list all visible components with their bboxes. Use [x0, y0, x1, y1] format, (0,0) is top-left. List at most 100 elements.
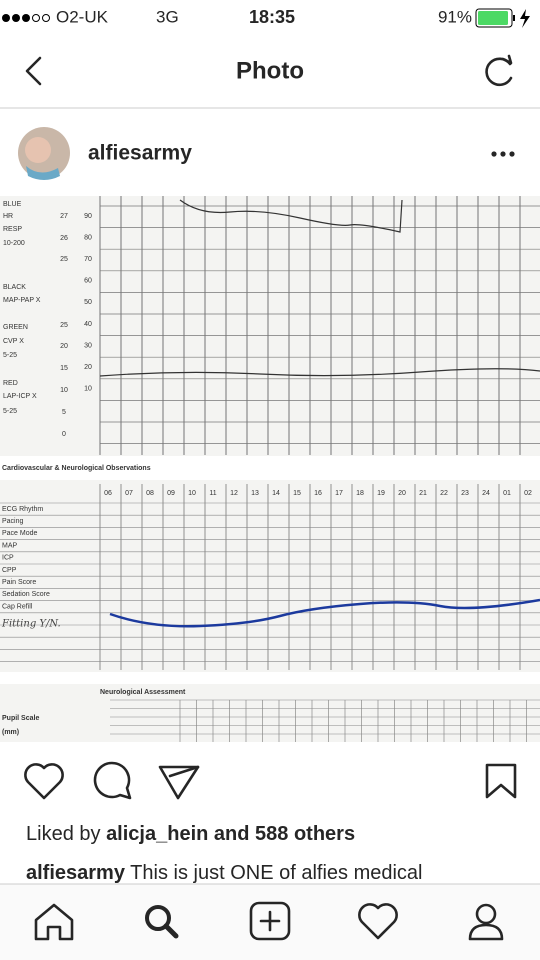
likes-prefix: Liked by — [26, 823, 101, 845]
username[interactable]: alfiesarmy — [88, 142, 192, 165]
refresh-button[interactable] — [485, 54, 513, 87]
hour-label: 15 — [293, 490, 301, 497]
scale-label: 40 — [84, 321, 92, 328]
back-button[interactable] — [25, 56, 42, 86]
chart-label: BLUE — [3, 201, 22, 208]
row-label: Pain Score — [2, 579, 36, 586]
scale-label: 5 — [62, 409, 66, 416]
scale-label: 10 — [60, 387, 68, 394]
row-label: Pace Mode — [2, 530, 38, 537]
tab-profile[interactable] — [468, 903, 504, 941]
tab-add[interactable] — [249, 901, 291, 941]
likes-user[interactable]: alicja_hein — [106, 823, 208, 845]
scale-label: 50 — [84, 299, 92, 306]
hour-label: 21 — [419, 490, 427, 497]
caption-user[interactable]: alfiesarmy — [26, 862, 126, 884]
hour-label: 19 — [377, 490, 385, 497]
scale-label: 20 — [60, 343, 68, 350]
carrier: O2-UK — [56, 7, 109, 26]
hour-label: 23 — [461, 490, 469, 497]
row-label: ICP — [2, 555, 14, 562]
scale-label: 30 — [84, 342, 92, 349]
row-label: ECG Rhythm — [2, 506, 43, 513]
signal-dots — [2, 14, 50, 22]
scale-label: 60 — [84, 278, 92, 285]
like-button[interactable] — [24, 763, 64, 800]
scale-label: 10 — [84, 386, 92, 393]
row-label: MAP — [2, 542, 18, 549]
hour-label: 14 — [272, 490, 280, 497]
avatar[interactable] — [18, 127, 70, 180]
hour-label: 09 — [167, 490, 175, 497]
more-button[interactable] — [491, 151, 515, 157]
chart-label: RED — [3, 380, 18, 387]
scale-label: 27 — [60, 213, 68, 220]
neuro-title: Neurological Assessment — [100, 689, 186, 696]
hour-label: 13 — [251, 490, 259, 497]
time: 18:35 — [249, 7, 295, 27]
share-button[interactable] — [158, 765, 200, 800]
table-gap — [0, 456, 540, 480]
pupil-unit: (mm) — [2, 729, 19, 736]
chart-label: LAP-ICP X — [3, 393, 37, 400]
hour-label: 08 — [146, 490, 154, 497]
likes-suffix[interactable]: and 588 others — [214, 823, 355, 845]
chart-label: RESP — [3, 226, 22, 233]
scale-label: 70 — [84, 256, 92, 263]
row-label: Sedation Score — [2, 591, 50, 598]
row-label: Cap Refill — [2, 603, 33, 610]
scale-label: 0 — [62, 431, 66, 438]
hour-label: 20 — [398, 490, 406, 497]
chart-label: CVP X — [3, 338, 24, 345]
table-gap — [0, 672, 540, 684]
scale-label: 25 — [60, 322, 68, 329]
hour-label: 22 — [440, 490, 448, 497]
tab-home[interactable] — [34, 903, 74, 941]
scale-label: 90 — [84, 213, 92, 220]
handwritten-label: Fitting Y/N. — [1, 619, 61, 630]
chart-label: 5-25 — [3, 408, 17, 415]
scale-label: 26 — [60, 235, 68, 242]
caption-text: This is just ONE of alfies medical — [130, 862, 422, 884]
handwritten-trace — [109, 598, 540, 628]
pupil-label: Pupil Scale — [2, 715, 39, 722]
scale-label: 20 — [84, 364, 92, 371]
likes: Liked by alicja_hein and 588 others — [26, 823, 355, 845]
tab-activity[interactable] — [358, 903, 398, 940]
photo: BLUE HR RESP 10-200 BLACK MAP-PAP X GREEN CVP X… — [0, 196, 540, 742]
chart-label: MAP-PAP X — [3, 297, 41, 304]
row-label: Pacing — [2, 518, 24, 525]
hour-label: 06 — [104, 490, 112, 497]
battery-icon — [475, 8, 530, 28]
hour-label: 11 — [209, 490, 216, 497]
caption: alfiesarmy This is just ONE of alfies me… — [26, 862, 423, 884]
nav-title: Photo — [236, 57, 304, 84]
hour-label: 02 — [524, 490, 532, 497]
hour-label: 18 — [356, 490, 364, 497]
hour-label: 24 — [482, 490, 490, 497]
chart-label: HR — [3, 213, 13, 220]
battery-level: 91% — [438, 7, 472, 26]
chart-label: GREEN — [3, 324, 28, 331]
hour-label: 17 — [335, 490, 343, 497]
scale-label: 80 — [84, 234, 92, 241]
row-label: CPP — [2, 567, 17, 574]
chart-label: BLACK — [3, 284, 26, 291]
scale-label: 15 — [60, 365, 68, 372]
scale-label: 25 — [60, 256, 68, 263]
tab-search[interactable] — [145, 905, 179, 939]
handwritten-trace — [179, 199, 403, 233]
comment-button[interactable] — [93, 761, 132, 800]
network: 3G — [156, 7, 179, 26]
hour-label: 01 — [503, 490, 511, 497]
hour-label: 12 — [230, 490, 238, 497]
hour-label: 07 — [125, 490, 133, 497]
handwritten-trace — [99, 368, 540, 377]
chart-label: 10-200 — [3, 240, 25, 247]
chart-label: 5-25 — [3, 352, 17, 359]
section-title: Cardiovascular & Neurological Observatio… — [2, 465, 151, 472]
save-button[interactable] — [485, 763, 517, 799]
hour-label: 10 — [188, 490, 196, 497]
hour-label: 16 — [314, 490, 322, 497]
